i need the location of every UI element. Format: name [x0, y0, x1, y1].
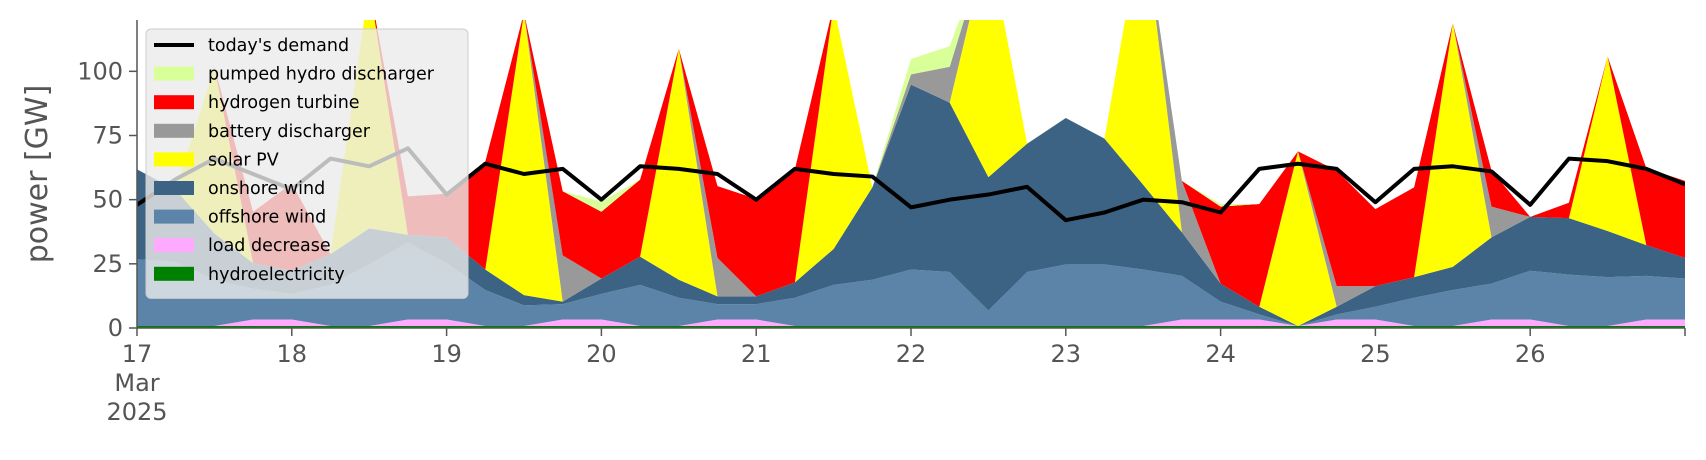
legend-swatch-load-decrease [154, 238, 194, 253]
area-pumped-hydro-discharger [137, 20, 1685, 255]
legend-swatch-offshore-wind [154, 209, 194, 224]
legend-label-today-s-demand: today's demand [208, 36, 349, 56]
y-tick-label: 75 [92, 122, 123, 150]
y-tick-label: 100 [77, 57, 123, 85]
x-tick-month: Mar [114, 369, 159, 397]
legend-swatch-onshore-wind [154, 181, 194, 195]
legend-swatch-solar-pv [154, 152, 194, 167]
legend-label-offshore-wind: offshore wind [208, 208, 326, 228]
legend-swatch-hydroelectricity [154, 266, 194, 281]
x-tick-label: 24 [1205, 340, 1236, 368]
x-tick-label: 26 [1515, 340, 1546, 368]
x-tick-label: 22 [896, 340, 927, 368]
legend-box [145, 28, 469, 299]
x-tick-label: 17 [122, 340, 153, 368]
x-tick-label: 18 [277, 340, 308, 368]
area-solar-pv [137, 20, 1685, 326]
legend-swatch-pumped-hydro-discharger [154, 66, 194, 81]
legend-label-pumped-hydro-discharger: pumped hydro discharger [208, 65, 435, 85]
legend-label-solar-pv: solar PV [208, 150, 279, 170]
y-tick-label: 0 [108, 314, 123, 342]
legend-label-battery-discharger: battery discharger [208, 122, 371, 142]
legend-swatch-battery-discharger [154, 123, 194, 138]
legend-label-onshore-wind: onshore wind [208, 179, 325, 199]
x-tick-label: 19 [431, 340, 462, 368]
x-tick-year: 2025 [106, 398, 167, 426]
legend-swatch-hydrogen-turbine [154, 95, 194, 110]
y-tick-label: 25 [92, 250, 123, 278]
x-tick-label: 21 [741, 340, 772, 368]
legend: today's demand pumped hydro discharger hyd… [145, 28, 469, 299]
area-load-decrease [137, 319, 1685, 326]
area-battery-discharger [137, 20, 1685, 307]
legend-label-load-decrease: load decrease [208, 236, 331, 256]
legend-label-hydroelectricity: hydroelectricity [208, 265, 345, 285]
y-tick-label: 50 [92, 186, 123, 214]
x-tick-label: 20 [586, 340, 617, 368]
x-tick-label: 25 [1360, 340, 1391, 368]
y-axis-title: power [GW] [20, 85, 55, 264]
area-offshore-wind [137, 242, 1685, 326]
legend-label-hydrogen-turbine: hydrogen turbine [208, 93, 360, 113]
x-tick-label: 23 [1051, 340, 1082, 368]
y-ticks: 0 25 50 75 100 [77, 57, 137, 342]
